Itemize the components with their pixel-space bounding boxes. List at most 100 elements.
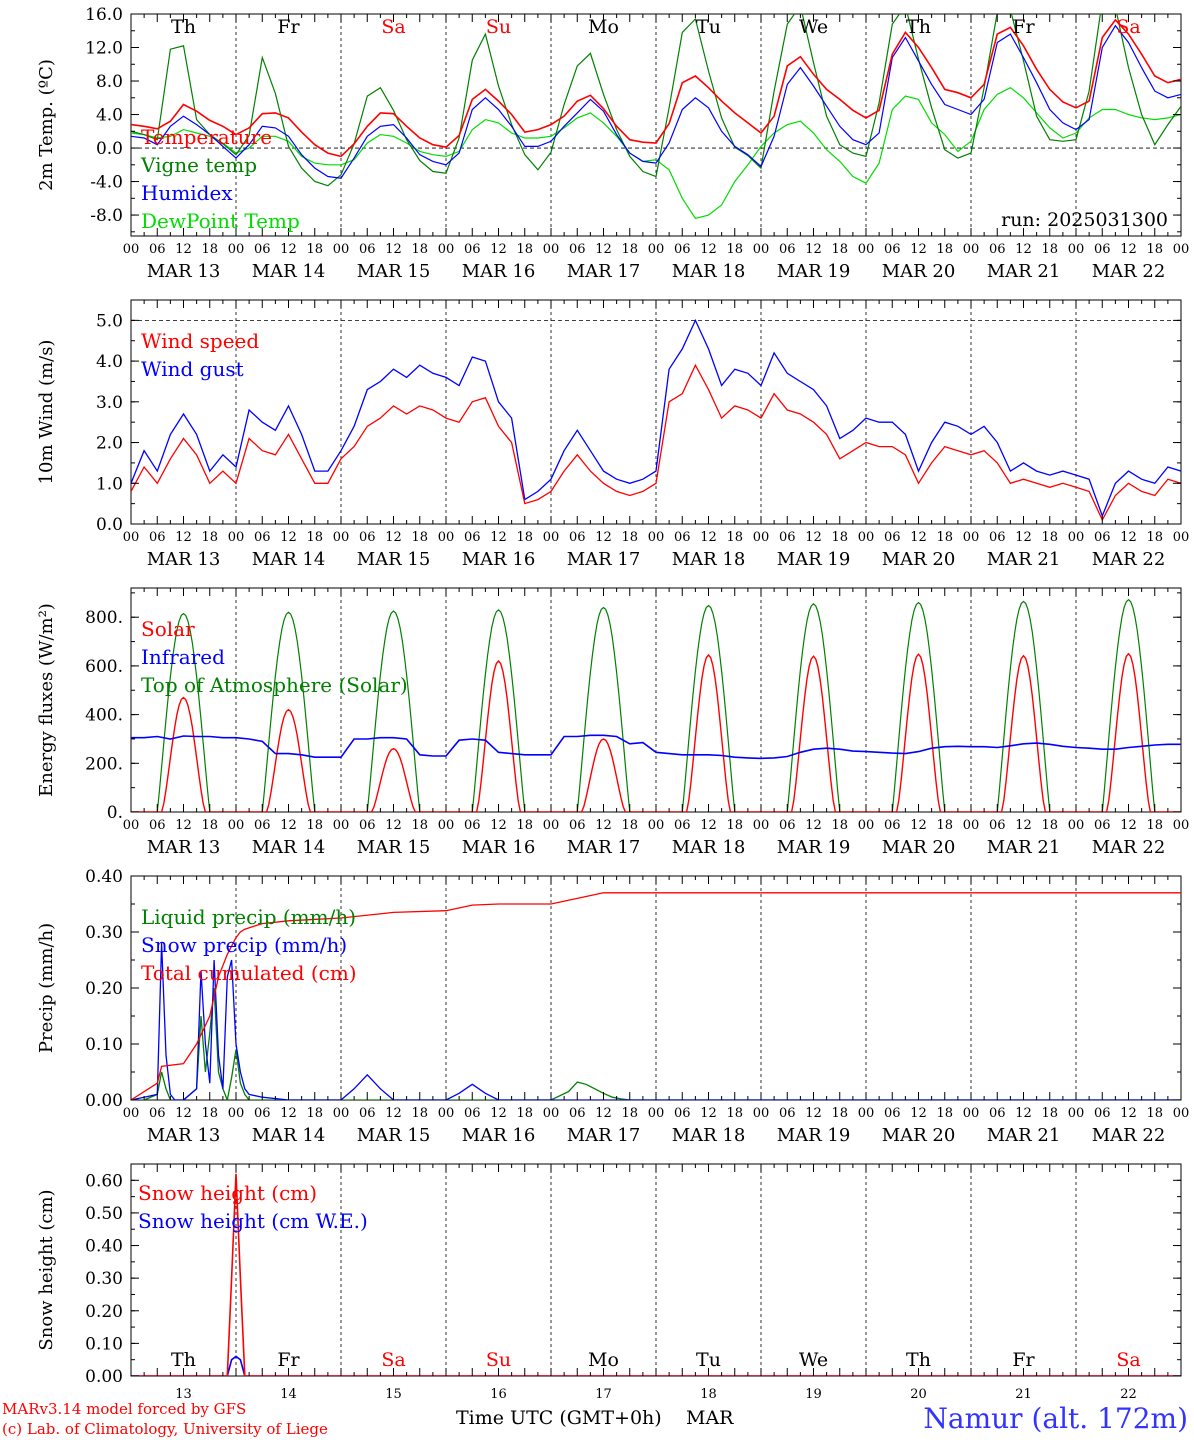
date-label: MAR 15 [357,261,431,282]
y-tick-label: 0.00 [85,1367,123,1387]
date-label: MAR 18 [672,1125,746,1146]
y-tick-label: 8.0 [96,72,123,92]
hour-label: 18 [1146,818,1163,833]
hour-label: 18 [621,530,638,545]
hour-label: 12 [700,242,717,257]
hour-label: 00 [1068,818,1085,833]
y-axis-label: Precip (mm/h) [36,923,57,1053]
day-name: Su [486,16,511,38]
hour-label: 18 [516,242,533,257]
hour-label: 00 [438,1106,455,1121]
hour-label: 06 [149,242,166,257]
hour-label: 06 [779,1106,796,1121]
hour-label: 12 [280,242,297,257]
hour-label: 06 [989,242,1006,257]
hour-label: 12 [910,242,927,257]
hour-label: 00 [1068,242,1085,257]
y-tick-label: 0.0 [96,515,123,535]
y-tick-label: 0.20 [85,979,123,999]
day-name: Th [906,1349,931,1371]
footer: MARv3.14 model forced by GFS (c) Lab. of … [2,1400,1188,1438]
legend-entry: Humidex [141,181,233,205]
hour-label: 00 [753,530,770,545]
date-label: MAR 21 [987,261,1061,282]
hour-label: 18 [201,1106,218,1121]
day-name: Fr [277,16,300,38]
hour-label: 18 [201,818,218,833]
day-name: Mo [588,1349,619,1371]
hour-label: 18 [411,818,428,833]
hour-label: 06 [989,530,1006,545]
y-tick-label: 12.0 [85,39,123,59]
date-label: MAR 17 [567,1125,641,1146]
hour-label: 00 [123,1106,140,1121]
hour-label: 18 [306,1106,323,1121]
plot-frame [130,587,1182,813]
hour-label: 06 [1094,1106,1111,1121]
y-tick-label: 0.0 [96,139,123,159]
hour-label: 00 [123,818,140,833]
date-label: MAR 20 [882,837,956,858]
hour-label: 00 [753,242,770,257]
legend-entry: Snow height (cm) [138,1181,317,1205]
hour-label: 12 [385,1106,402,1121]
hour-label: 00 [1068,1106,1085,1121]
hour-label: 12 [910,818,927,833]
date-number: 15 [385,1387,402,1402]
hour-label: 00 [963,242,980,257]
legend-entry: DewPoint Temp [141,209,300,233]
day-name: Sa [1116,16,1140,38]
hour-label: 12 [1120,1106,1137,1121]
y-tick-label: -4.0 [90,173,123,193]
hour-label: 18 [831,818,848,833]
y-tick-label: 600. [85,657,123,677]
date-label: MAR 16 [462,837,536,858]
hour-label: 12 [490,1106,507,1121]
hour-label: 00 [1068,530,1085,545]
day-name: Sa [381,1349,405,1371]
hour-label: 06 [1094,530,1111,545]
hour-label: 00 [648,1106,665,1121]
hour-label: 12 [175,242,192,257]
hour-label: 00 [228,1106,245,1121]
hour-label: 18 [726,818,743,833]
hour-label: 06 [674,1106,691,1121]
hour-label: 00 [858,242,875,257]
hour-label: 12 [385,530,402,545]
hour-label: 06 [254,530,271,545]
hour-label: 12 [1120,530,1137,545]
plot-frame [130,299,1182,525]
date-label: MAR 20 [882,1125,956,1146]
hour-label: 12 [595,818,612,833]
date-label: MAR 14 [252,1125,326,1146]
y-tick-label: -8.0 [90,206,123,226]
date-label: MAR 22 [1092,1125,1166,1146]
series-line [131,892,1181,1100]
hour-label: 06 [1094,818,1111,833]
y-tick-label: 0.60 [85,1171,123,1191]
y-tick-label: 16.0 [85,5,123,25]
hour-label: 06 [254,1106,271,1121]
date-label: MAR 19 [777,261,851,282]
series-line [131,1173,1181,1376]
hour-label: 12 [490,242,507,257]
hour-label: 12 [1015,818,1032,833]
date-label: MAR 17 [567,261,641,282]
date-label: MAR 15 [357,1125,431,1146]
date-number: 13 [175,1387,192,1402]
hour-label: 12 [385,818,402,833]
hour-label: 00 [543,530,560,545]
hour-label: 18 [411,1106,428,1121]
day-name: We [799,1349,828,1371]
y-tick-label: 0. [107,803,123,823]
hour-label: 18 [306,818,323,833]
hour-label: 12 [595,1106,612,1121]
hour-label: 00 [648,818,665,833]
y-tick-label: 0.10 [85,1334,123,1354]
hour-label: 18 [726,242,743,257]
toa-solar-line [131,598,1181,812]
day-name: Su [486,1349,511,1371]
hour-label: 00 [1173,818,1190,833]
hour-label: 00 [543,818,560,833]
temperature-panel: -8.0 -4.0 0.0 4.0 8.0 12.0 16.0 2m Temp. (ºC) 00… [36,5,1189,282]
